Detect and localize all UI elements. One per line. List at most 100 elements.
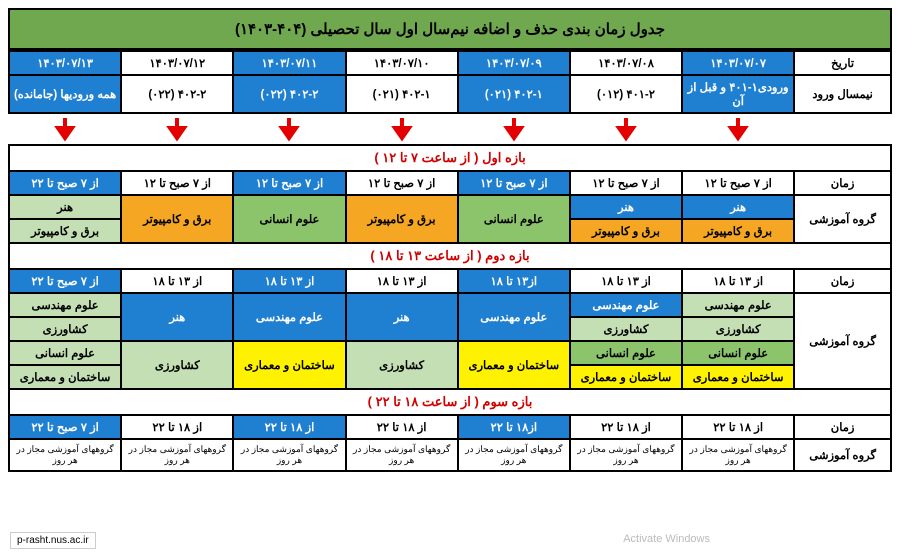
hdr-date: تاریخ: [794, 51, 891, 75]
dept-cell: علوم مهندسی: [682, 293, 794, 317]
row-dates: تاریخ ۱۴۰۳/۰۷/۰۷ ۱۴۰۳/۰۷/۰۸ ۱۴۰۳/۰۷/۰۹ ۱…: [9, 51, 891, 75]
schedule-table: تاریخ ۱۴۰۳/۰۷/۰۷ ۱۴۰۳/۰۷/۰۸ ۱۴۰۳/۰۷/۰۹ ۱…: [8, 50, 892, 472]
dept-cell: علوم انسانی: [9, 341, 121, 365]
dept-cell: ساختمان و معماری: [9, 365, 121, 389]
dept-cell: برق و کامپیوتر: [346, 195, 458, 243]
section-3-header: بازه سوم ( از ساعت ۱۸ تا ۲۲ ): [9, 389, 891, 415]
dept-cell: گروههای آموزشی مجاز در هر روز: [570, 439, 682, 471]
dept-cell: علوم مهندسی: [458, 293, 570, 341]
time-cell: از ۱۳ تا ۱۸: [346, 269, 458, 293]
s2-dept-r0: گروه آموزشی علوم مهندسی علوم مهندسی علوم…: [9, 293, 891, 317]
time-cell: از ۱۸ تا ۲۲: [346, 415, 458, 439]
date-cell: ۱۴۰۳/۰۷/۱۲: [121, 51, 233, 75]
time-cell: از ۱۸ تا ۲۲: [682, 415, 794, 439]
s3-dept-row: گروه آموزشی گروههای آموزشی مجاز در هر رو…: [9, 439, 891, 471]
dept-cell: علوم انسانی: [458, 195, 570, 243]
time-cell: از ۱۸ تا ۲۲: [121, 415, 233, 439]
hdr-entry: نیمسال ورود: [794, 75, 891, 113]
dept-cell: علوم مهندسی: [233, 293, 345, 341]
s2-time-row: زمان از ۱۳ تا ۱۸ از ۱۳ تا ۱۸ از۱۳ تا ۱۸ …: [9, 269, 891, 293]
dept-cell: برق و کامپیوتر: [121, 195, 233, 243]
dept-cell: گروههای آموزشی مجاز در هر روز: [9, 439, 121, 471]
activate-windows-text: Activate Windows: [623, 533, 710, 545]
time-cell: از ۷ صبح تا ۲۲: [9, 415, 121, 439]
time-cell: از ۷ صبح تا ۱۲: [121, 171, 233, 195]
date-cell: ۱۴۰۳/۰۷/۰۷: [682, 51, 794, 75]
time-cell: از ۱۳ تا ۱۸: [570, 269, 682, 293]
dept-cell: کشاورزی: [570, 317, 682, 341]
time-cell: از ۷ صبح تا ۱۲: [570, 171, 682, 195]
dept-cell: ساختمان و معماری: [458, 341, 570, 389]
arrow-down-icon: [682, 113, 794, 145]
dept-cell: ساختمان و معماری: [682, 365, 794, 389]
dept-cell: برق و کامپیوتر: [570, 219, 682, 243]
time-cell: از ۷ صبح تا ۱۲: [233, 171, 345, 195]
date-cell: ۱۴۰۳/۰۷/۰۸: [570, 51, 682, 75]
dept-cell: گروههای آموزشی مجاز در هر روز: [233, 439, 345, 471]
time-cell: از ۷ صبح تا ۱۲: [458, 171, 570, 195]
dept-cell: هنر: [346, 293, 458, 341]
table-title: جدول زمان بندی حذف و اضافه نیم‌سال اول س…: [8, 8, 892, 50]
entry-cell: ۴۰۲-۱ (۰۲۱): [346, 75, 458, 113]
time-cell: از۱۳ تا ۱۸: [458, 269, 570, 293]
dept-cell: کشاورزی: [682, 317, 794, 341]
time-cell: از ۱۸ تا ۲۲: [233, 415, 345, 439]
s1-dept-row-a: گروه آموزشی هنر هنر علوم انسانی برق و کا…: [9, 195, 891, 219]
time-cell: از ۷ صبح تا ۲۲: [9, 269, 121, 293]
dept-cell: کشاورزی: [121, 341, 233, 389]
row-entry: نیمسال ورود ورودی۱-۴۰۱ و قبل از آن ۴۰۱-۲…: [9, 75, 891, 113]
time-cell: از ۱۳ تا ۱۸: [233, 269, 345, 293]
hdr-dept: گروه آموزشی: [794, 439, 891, 471]
time-cell: از ۱۳ تا ۱۸: [682, 269, 794, 293]
date-cell: ۱۴۰۳/۰۷/۰۹: [458, 51, 570, 75]
dept-cell: گروههای آموزشی مجاز در هر روز: [346, 439, 458, 471]
arrow-down-icon: [570, 113, 682, 145]
dept-cell: گروههای آموزشی مجاز در هر روز: [458, 439, 570, 471]
dept-cell: گروههای آموزشی مجاز در هر روز: [121, 439, 233, 471]
dept-cell: علوم انسانی: [570, 341, 682, 365]
entry-cell: ورودی۱-۴۰۱ و قبل از آن: [682, 75, 794, 113]
dept-cell: گروههای آموزشی مجاز در هر روز: [682, 439, 794, 471]
entry-cell: ۴۰۲-۱ (۰۲۱): [458, 75, 570, 113]
dept-cell: کشاورزی: [9, 317, 121, 341]
dept-cell: علوم مهندسی: [9, 293, 121, 317]
s3-time-row: زمان از ۱۸ تا ۲۲ از ۱۸ تا ۲۲ از۱۸ تا ۲۲ …: [9, 415, 891, 439]
dept-cell: برق و کامپیوتر: [9, 219, 121, 243]
entry-cell: ۴۰۲-۲ (۰۲۲): [233, 75, 345, 113]
dept-cell: کشاورزی: [346, 341, 458, 389]
arrow-down-icon: [121, 113, 233, 145]
arrow-down-icon: [346, 113, 458, 145]
dept-cell: هنر: [121, 293, 233, 341]
dept-cell: هنر: [9, 195, 121, 219]
date-cell: ۱۴۰۳/۰۷/۱۱: [233, 51, 345, 75]
dept-cell: ساختمان و معماری: [233, 341, 345, 389]
hdr-dept: گروه آموزشی: [794, 195, 891, 243]
entry-cell: ۴۰۲-۲ (۰۲۲): [121, 75, 233, 113]
entry-cell: ۴۰۱-۲ (۰۱۲): [570, 75, 682, 113]
arrow-down-icon: [233, 113, 345, 145]
arrow-down-icon: [458, 113, 570, 145]
hdr-time: زمان: [794, 415, 891, 439]
date-cell: ۱۴۰۳/۰۷/۱۳: [9, 51, 121, 75]
row-arrows: [9, 113, 891, 145]
s1-time-row: زمان از ۷ صبح تا ۱۲ از ۷ صبح تا ۱۲ از ۷ …: [9, 171, 891, 195]
watermark-url: p-rasht.nus.ac.ir: [10, 532, 96, 549]
dept-cell: علوم انسانی: [682, 341, 794, 365]
dept-cell: علوم انسانی: [233, 195, 345, 243]
dept-cell: هنر: [682, 195, 794, 219]
time-cell: از ۱۳ تا ۱۸: [121, 269, 233, 293]
arrow-down-icon: [9, 113, 121, 145]
time-cell: از۱۸ تا ۲۲: [458, 415, 570, 439]
section-1-header: بازه اول ( از ساعت ۷ تا ۱۲ ): [9, 145, 891, 171]
dept-cell: علوم مهندسی: [570, 293, 682, 317]
date-cell: ۱۴۰۳/۰۷/۱۰: [346, 51, 458, 75]
time-cell: از ۷ صبح تا ۱۲: [682, 171, 794, 195]
section-2-header: بازه دوم ( از ساعت ۱۳ تا ۱۸ ): [9, 243, 891, 269]
time-cell: از ۷ صبح تا ۲۲: [9, 171, 121, 195]
dept-cell: برق و کامپیوتر: [682, 219, 794, 243]
hdr-dept: گروه آموزشی: [794, 293, 891, 389]
entry-cell: همه ورودیها (جامانده): [9, 75, 121, 113]
dept-cell: هنر: [570, 195, 682, 219]
time-cell: از ۷ صبح تا ۱۲: [346, 171, 458, 195]
time-cell: از ۱۸ تا ۲۲: [570, 415, 682, 439]
